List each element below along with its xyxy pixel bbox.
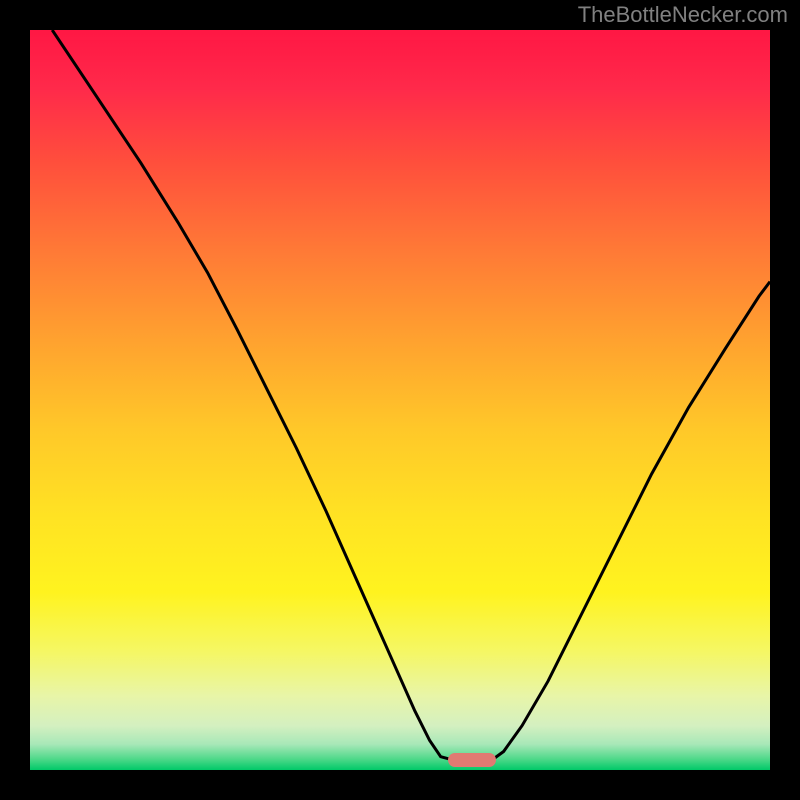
chart-svg bbox=[30, 30, 770, 770]
optimal-marker bbox=[448, 753, 496, 767]
watermark-text: TheBottleNecker.com bbox=[578, 2, 788, 28]
plot-area bbox=[30, 30, 770, 770]
gradient-background bbox=[30, 30, 770, 770]
